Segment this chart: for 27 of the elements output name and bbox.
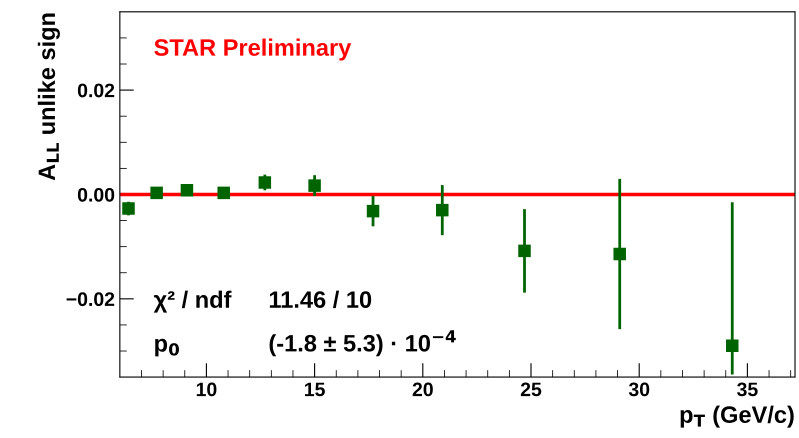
- point: [150, 186, 163, 200]
- point: [518, 244, 531, 258]
- annotation: p$_{0}$: [155, 338, 179, 356]
- y-axis-title: A$_{LL}$ unlike sign: [38, 13, 60, 180]
- point: [122, 202, 135, 215]
- annotation: χ² / ndf: [154, 290, 232, 313]
- x-tick-label: 25: [520, 382, 542, 396]
- point: [180, 184, 194, 197]
- point: [726, 340, 738, 352]
- point: [436, 204, 449, 216]
- x-tick-label: 20: [412, 382, 433, 396]
- x-tick-label: 15: [305, 382, 325, 396]
- x-tick-label: 30: [628, 382, 650, 396]
- annotation: 11.46 / 10: [270, 290, 372, 308]
- x-axis-title: p$_{T}$ (GeV/c): [680, 406, 794, 428]
- y-tick-label: −0.02: [66, 292, 114, 306]
- annotation: STAR Preliminary: [154, 38, 352, 61]
- annotation: (-1.8 ± 5.3) · 10$^{−4}$: [270, 330, 456, 356]
- x-tick-label: 10: [196, 382, 216, 396]
- x-tick-label: 35: [737, 382, 758, 396]
- point: [258, 176, 272, 189]
- y-tick-label: 0.00: [78, 188, 114, 202]
- point: [217, 186, 230, 200]
- point: [366, 204, 380, 218]
- point: [613, 248, 626, 260]
- y-tick-label: 0.02: [78, 84, 114, 98]
- point: [308, 179, 321, 192]
